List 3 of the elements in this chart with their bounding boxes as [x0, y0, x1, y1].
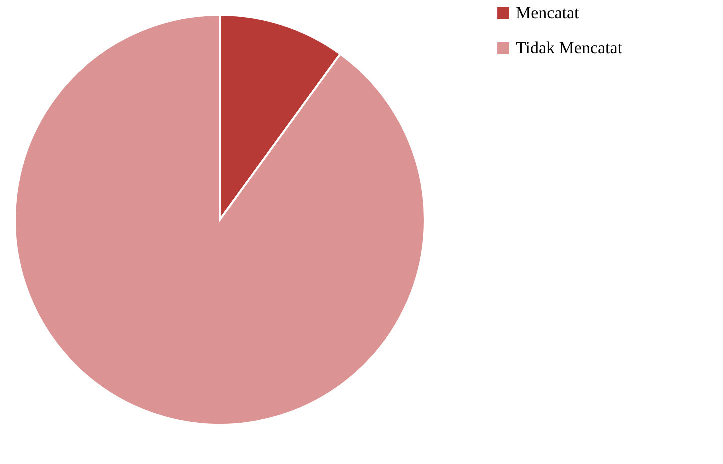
legend-label: Mencatat: [516, 4, 580, 22]
legend-label: Tidak Mencatat: [516, 38, 623, 58]
pie-slice: [14, 14, 426, 426]
